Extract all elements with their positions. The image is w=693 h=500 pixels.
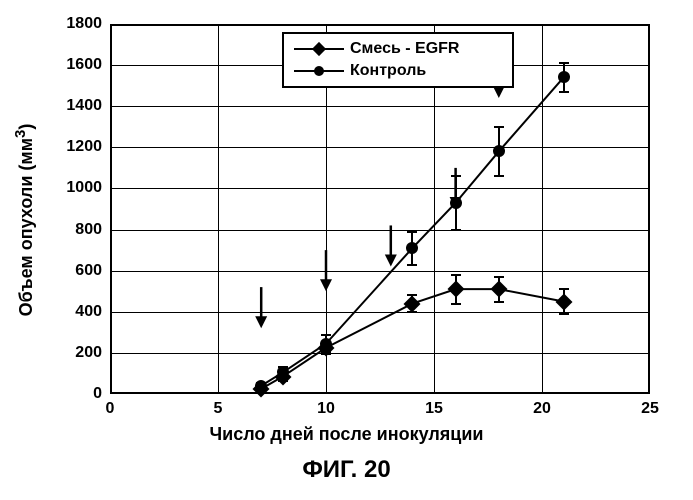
error-cap: [451, 229, 461, 231]
legend-swatch: [294, 39, 344, 59]
circle-icon: [314, 66, 324, 76]
circle-marker: [255, 380, 267, 392]
error-cap: [407, 264, 417, 266]
y-tick-label: 1000: [66, 179, 102, 197]
y-tick-label: 1600: [66, 56, 102, 74]
legend-row: Контроль: [294, 60, 502, 82]
error-cap: [559, 288, 569, 290]
error-cap: [494, 126, 504, 128]
gridline-h: [110, 271, 650, 272]
x-tick-label: 5: [214, 400, 223, 418]
figure-container: Объем опухоли (мм3) 02004006008001000120…: [0, 0, 693, 500]
gridline-h: [110, 106, 650, 107]
circle-marker: [277, 366, 289, 378]
plot-area: 0200400600800100012001400160018000510152…: [110, 24, 650, 394]
y-axis-label: Объем опухоли (мм3): [12, 124, 37, 317]
gridline-h: [110, 147, 650, 148]
error-cap: [559, 62, 569, 64]
error-cap: [451, 175, 461, 177]
circle-marker: [320, 338, 332, 350]
y-tick-label: 1800: [66, 15, 102, 33]
circle-marker: [406, 242, 418, 254]
figure-caption: ФИГ. 20: [0, 456, 693, 484]
diamond-icon: [312, 42, 326, 56]
gridline-h: [110, 188, 650, 189]
legend-label: Контроль: [350, 62, 426, 80]
y-tick-label: 600: [75, 262, 102, 280]
error-cap: [559, 91, 569, 93]
circle-marker: [493, 145, 505, 157]
error-cap: [494, 301, 504, 303]
circle-marker: [558, 71, 570, 83]
gridline-h: [110, 230, 650, 231]
gridline-h: [110, 353, 650, 354]
x-tick-label: 25: [641, 400, 659, 418]
gridline-v: [218, 24, 219, 394]
x-tick-label: 0: [106, 400, 115, 418]
legend-swatch: [294, 61, 344, 81]
y-tick-label: 1400: [66, 97, 102, 115]
y-tick-label: 0: [93, 385, 102, 403]
x-tick-label: 15: [425, 400, 443, 418]
error-cap: [494, 175, 504, 177]
gridline-h: [110, 312, 650, 313]
error-cap: [451, 274, 461, 276]
gridline-v: [542, 24, 543, 394]
y-tick-label: 1200: [66, 138, 102, 156]
y-axis-label-sup: 3: [12, 130, 29, 138]
error-cap: [559, 313, 569, 315]
error-cap: [451, 303, 461, 305]
circle-marker: [450, 197, 462, 209]
y-axis-label-text: Объем опухоли (мм: [16, 138, 36, 316]
y-tick-label: 200: [75, 344, 102, 362]
y-tick-label: 800: [75, 221, 102, 239]
error-cap: [407, 231, 417, 233]
legend: Смесь - EGFR Контроль: [282, 32, 514, 88]
legend-row: Смесь - EGFR: [294, 38, 502, 60]
x-tick-label: 20: [533, 400, 551, 418]
y-axis-label-close: ): [16, 124, 36, 130]
x-axis-label: Число дней после инокуляции: [0, 424, 693, 445]
y-tick-label: 400: [75, 303, 102, 321]
error-cap: [494, 276, 504, 278]
error-cap: [321, 334, 331, 336]
legend-label: Смесь - EGFR: [350, 40, 459, 58]
x-tick-label: 10: [317, 400, 335, 418]
